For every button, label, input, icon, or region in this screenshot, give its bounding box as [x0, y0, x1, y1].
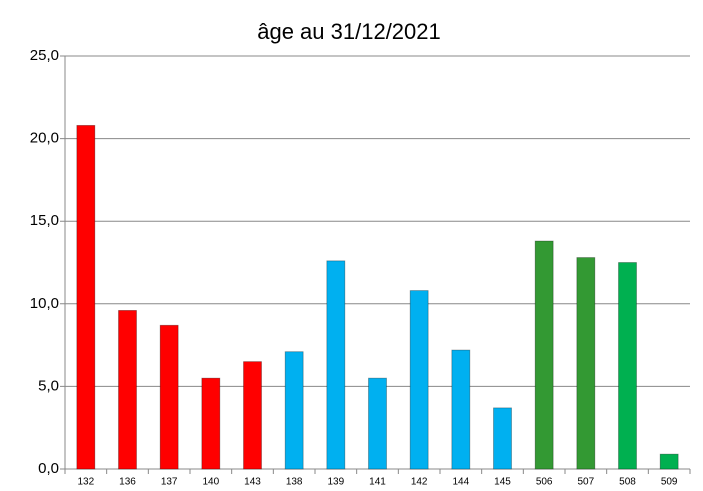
bar	[493, 407, 512, 470]
x-tick-label: 139	[327, 477, 344, 488]
bar	[659, 453, 679, 470]
bar	[576, 257, 596, 470]
x-tick-label: 140	[202, 477, 219, 488]
x-tick-label: 137	[161, 477, 178, 488]
x-tick-label: 509	[661, 477, 678, 488]
chart-title: âge au 31/12/2021	[257, 19, 441, 44]
bar	[409, 290, 429, 470]
x-tick-label: 508	[619, 477, 636, 488]
y-tick-label: 20,0	[30, 130, 59, 147]
x-tick-label: 144	[452, 477, 469, 488]
x-tick-label: 138	[286, 477, 303, 488]
x-tick-label: 141	[369, 477, 386, 488]
y-tick-label: 15,0	[30, 212, 59, 229]
bar	[534, 240, 554, 470]
x-tick-label: 506	[536, 477, 553, 488]
x-tick-label: 136	[119, 477, 136, 488]
y-tick-label: 0,0	[38, 460, 59, 477]
x-tick-label: 132	[77, 477, 94, 488]
bar	[326, 260, 346, 470]
y-tick-label: 25,0	[30, 47, 59, 64]
y-tick-label: 10,0	[30, 295, 59, 312]
x-tick-label: 142	[411, 477, 428, 488]
bar	[368, 377, 387, 470]
bar	[618, 262, 637, 470]
y-tick-label: 5,0	[38, 377, 59, 394]
bar	[159, 324, 179, 470]
bar	[118, 310, 137, 470]
x-tick-label: 143	[244, 477, 261, 488]
bar	[284, 351, 304, 470]
bar	[76, 124, 96, 470]
bar	[451, 349, 471, 470]
bar	[201, 377, 221, 470]
x-tick-label: 145	[494, 477, 511, 488]
x-tick-label: 507	[577, 477, 594, 488]
bar	[243, 361, 262, 470]
